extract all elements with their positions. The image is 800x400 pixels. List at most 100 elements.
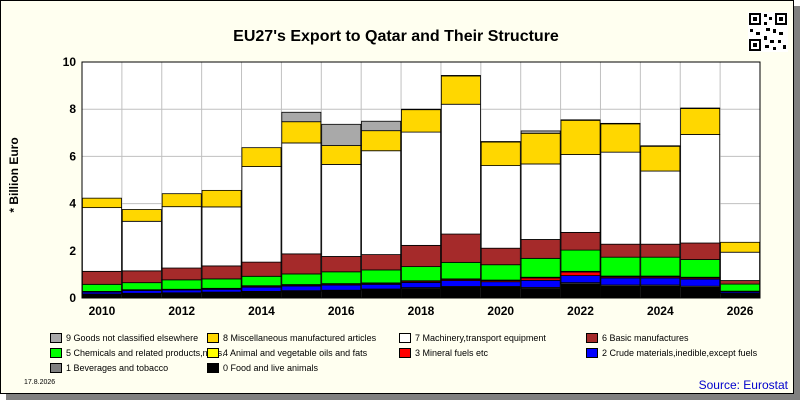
x-tick-label: 2014 xyxy=(248,304,275,318)
legend-item: 3 Mineral fuels etc xyxy=(399,348,488,358)
legend-label: 8 Miscellaneous manufactured articles xyxy=(223,333,377,343)
legend-label: 7 Machinery,transport equipment xyxy=(415,333,546,343)
bar-segment xyxy=(361,269,402,284)
legend-item: 8 Miscellaneous manufactured articles xyxy=(207,333,376,343)
y-tick-label: 8 xyxy=(69,102,76,116)
legend-label: 2 Crude materials,inedible,except fuels xyxy=(602,348,758,358)
bar-segment xyxy=(720,280,761,285)
legend-label: 6 Basic manufactures xyxy=(602,333,689,343)
legend-label: 1 Beverages and tobacco xyxy=(66,363,169,373)
bar-segment xyxy=(81,207,122,272)
bar-segment xyxy=(321,145,362,165)
bar-segment xyxy=(281,111,322,123)
bar-segment xyxy=(480,286,521,299)
bar-segment xyxy=(161,289,202,294)
bar-segment xyxy=(680,108,721,135)
y-tick-label: 0 xyxy=(69,291,76,305)
bar-segment xyxy=(121,209,162,222)
legend-item: 0 Food and live animals xyxy=(207,363,318,373)
x-tick-label: 2018 xyxy=(408,304,435,318)
bar-segment xyxy=(241,147,282,167)
bar-segment xyxy=(81,270,122,285)
bar-segment xyxy=(640,256,681,277)
bar-segment xyxy=(680,286,721,299)
bar-segment xyxy=(121,220,162,272)
bar-segment xyxy=(640,243,681,258)
qr-code-icon xyxy=(748,12,788,52)
bar-segment xyxy=(560,154,601,233)
bar-segment xyxy=(161,267,202,281)
bar-segment xyxy=(640,277,681,286)
bar-segment xyxy=(600,277,641,286)
source-link[interactable]: Source: Eurostat xyxy=(698,378,788,392)
x-tick-label: 2024 xyxy=(647,304,674,318)
legend-label: 0 Food and live animals xyxy=(223,363,319,373)
y-tick-label: 2 xyxy=(69,244,76,258)
bar-segment xyxy=(201,278,242,289)
bar-segment xyxy=(560,231,601,251)
bar-segment xyxy=(600,256,641,277)
legend-swatch xyxy=(399,333,411,343)
bar-segment xyxy=(201,206,242,267)
bar-segment xyxy=(201,189,242,208)
bar-segment xyxy=(480,281,521,287)
bar-segment xyxy=(560,249,601,272)
bar-segment xyxy=(81,294,122,299)
bar-segment xyxy=(720,293,761,299)
bar-segment xyxy=(201,292,242,299)
y-tick-label: 6 xyxy=(69,149,76,163)
bar-segment xyxy=(720,251,761,281)
bar-segment xyxy=(121,293,162,299)
bar-segment xyxy=(361,120,402,132)
bar-segment xyxy=(520,279,561,288)
x-tick-label: 2012 xyxy=(168,304,195,318)
legend-item: 7 Machinery,transport equipment xyxy=(399,333,546,343)
bar-segment xyxy=(81,197,122,209)
legend-swatch xyxy=(586,348,598,358)
bar-segment xyxy=(121,290,162,294)
bar-segment xyxy=(480,264,521,281)
bar-segment xyxy=(520,132,561,165)
bar-segment xyxy=(440,233,481,263)
legend-item: 5 Chemicals and related products,n.e.s. xyxy=(50,348,225,358)
bar-segment xyxy=(680,259,721,278)
bar-segment xyxy=(440,286,481,299)
bar-segment xyxy=(440,261,481,280)
bar-segment xyxy=(520,163,561,240)
bar-segment xyxy=(401,282,441,289)
bar-segment xyxy=(480,141,521,167)
bar-segment xyxy=(121,282,162,291)
x-tick-label: 2016 xyxy=(328,304,355,318)
bar-segment xyxy=(241,166,282,263)
chart-title: EU27's Export to Qatar and Their Structu… xyxy=(233,28,559,45)
legend-swatch xyxy=(207,363,219,373)
bar-segment xyxy=(281,290,322,299)
bar-segment xyxy=(81,283,122,292)
bar-segment xyxy=(480,165,521,249)
bar-segment xyxy=(321,164,362,257)
legend-label: 9 Goods not classified elsewhere xyxy=(66,333,199,343)
bar-segment xyxy=(440,75,481,105)
bar-segment xyxy=(640,170,681,245)
bar-segment xyxy=(640,285,681,299)
bar-segment xyxy=(480,247,521,266)
bar-segment xyxy=(281,142,322,255)
bar-segment xyxy=(361,283,402,290)
bar-segment xyxy=(361,289,402,299)
bar-segment xyxy=(241,261,282,277)
bar-segment xyxy=(640,145,681,172)
bar-segment xyxy=(520,239,561,259)
legend-label: 4 Animal and vegetable oils and fats xyxy=(223,348,368,358)
x-tick-label: 2020 xyxy=(487,304,514,318)
legend-swatch xyxy=(50,333,62,343)
bar-segment xyxy=(321,290,362,299)
bar-segment xyxy=(241,275,282,287)
bar-segment xyxy=(440,103,481,235)
bar-segment xyxy=(201,288,242,293)
x-tick-label: 2026 xyxy=(727,304,754,318)
bar-segment xyxy=(321,123,362,146)
bar-segment xyxy=(201,265,242,280)
bar-segment xyxy=(281,121,322,144)
legend-label: 3 Mineral fuels etc xyxy=(415,348,489,358)
bar-segment xyxy=(720,241,761,253)
